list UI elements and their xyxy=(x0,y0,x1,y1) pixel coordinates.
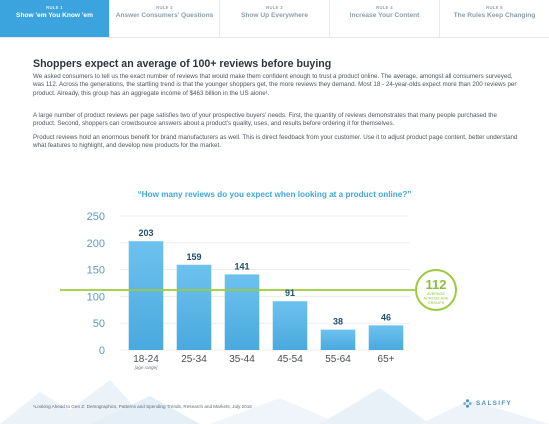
x-axis-note: [age range] xyxy=(134,365,159,370)
x-category-label: 25-34 xyxy=(181,354,207,365)
nav-tab-number: RULE 1 xyxy=(46,5,63,10)
y-tick-label: 0 xyxy=(99,345,105,357)
salsify-logo-icon xyxy=(463,399,472,408)
salsify-logo: SALSIFY xyxy=(462,398,512,409)
x-category-label: 45-54 xyxy=(277,354,303,365)
body-paragraph: We asked consumers to tell us the exact … xyxy=(33,73,517,97)
y-tick-label: 50 xyxy=(93,318,105,330)
nav-tab-rule-1[interactable]: RULE 1 Show 'em You Know 'em xyxy=(0,0,110,37)
bar-value-label: 159 xyxy=(186,252,201,262)
nav-tab-label: Show 'em You Know 'em xyxy=(16,12,93,19)
average-badge xyxy=(415,268,457,311)
y-tick-label: 150 xyxy=(87,265,105,277)
footnote: ¹Looking Ahead to Gen Z: Demographics, P… xyxy=(33,404,252,409)
bar-value-label: 46 xyxy=(381,312,391,322)
bar-labels: 203 18-24 159 25-34 141 35-44 91 45-54 38 55-64 46… xyxy=(133,228,394,370)
nav-tab-label: The Rules Keep Changing xyxy=(453,12,536,19)
average-caption: ACROSS AGE xyxy=(424,296,449,300)
nav-tab-number: RULE 4 xyxy=(376,5,393,10)
nav-tab-label: Increase Your Content xyxy=(349,12,420,19)
y-axis-ticks: 0 50 100 150 200 250 xyxy=(87,211,105,357)
nav-tab-rule-4[interactable]: RULE 4 Increase Your Content xyxy=(330,0,440,37)
nav-tab-number: RULE 3 xyxy=(266,5,283,10)
y-tick-label: 250 xyxy=(87,211,105,223)
bar xyxy=(128,241,164,350)
x-category-label: 55-64 xyxy=(325,354,351,365)
bar-value-label: 91 xyxy=(285,288,295,298)
average-caption: GROUPS xyxy=(428,301,445,305)
nav-tab-label: Answer Consumers' Questions xyxy=(115,12,214,19)
bars xyxy=(128,241,404,350)
body-paragraph: A large number of product reviews per pa… xyxy=(33,112,497,128)
nav-tab-rule-3[interactable]: RULE 3 Show Up Everywhere xyxy=(220,0,330,37)
logo-text: SALSIFY xyxy=(476,400,513,407)
y-tick-label: 200 xyxy=(87,238,105,250)
nav-tab-rule-5[interactable]: RULE 5 The Rules Keep Changing xyxy=(440,0,549,37)
nav-tab-number: RULE 5 xyxy=(486,5,503,10)
mountain-decoration xyxy=(0,380,549,424)
x-category-label: 35-44 xyxy=(229,354,255,365)
nav-tab-rule-2[interactable]: RULE 2 Answer Consumers' Questions xyxy=(110,0,220,37)
average-value: 112 xyxy=(426,277,447,292)
bar-value-label: 38 xyxy=(333,317,343,327)
rules-nav: RULE 1 Show 'em You Know 'em RULE 2 Answ… xyxy=(0,0,549,38)
nav-tab-label: Show Up Everywhere xyxy=(240,12,309,19)
chart-title: “How many reviews do you expect when loo… xyxy=(137,190,412,199)
x-category-label: 65+ xyxy=(378,354,395,365)
average-caption: AVERAGE xyxy=(427,292,446,296)
page-headline: Shoppers expect an average of 100+ revie… xyxy=(33,58,332,70)
nav-tab-number: RULE 2 xyxy=(156,5,173,10)
grid-lines xyxy=(120,215,410,351)
bar xyxy=(368,325,404,350)
bar-value-label: 203 xyxy=(138,228,153,238)
bar xyxy=(176,264,212,350)
bar xyxy=(272,301,308,350)
bar xyxy=(320,329,356,350)
bar-value-label: 141 xyxy=(234,261,249,271)
y-tick-label: 100 xyxy=(87,291,105,303)
bar xyxy=(224,274,260,350)
body-paragraph: Product reviews hold an enormous benefit… xyxy=(33,134,518,150)
x-category-label: 18-24 xyxy=(133,354,159,365)
